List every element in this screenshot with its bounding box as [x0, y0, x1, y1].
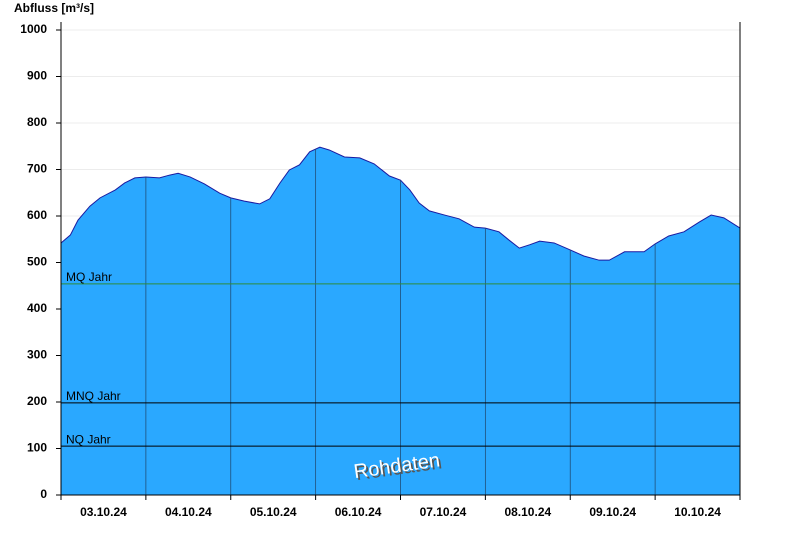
x-tick-label: 03.10.24	[80, 505, 127, 519]
reference-label: NQ Jahr	[66, 432, 111, 446]
y-tick-label: 1000	[20, 22, 47, 36]
y-tick-label: 700	[27, 162, 47, 176]
x-tick-label: 06.10.24	[335, 505, 382, 519]
area-line	[60, 146, 741, 261]
y-tick-label: 100	[27, 441, 47, 455]
reference-label: MQ Jahr	[66, 270, 112, 284]
reference-label: MNQ Jahr	[66, 389, 121, 403]
y-axis-title: Abfluss [m³/s]	[14, 1, 94, 15]
y-tick-label: 500	[27, 255, 47, 269]
x-tick-label: 09.10.24	[589, 505, 636, 519]
y-tick-label: 0	[40, 487, 47, 501]
y-tick-label: 600	[27, 208, 47, 222]
x-tick-label: 07.10.24	[420, 505, 467, 519]
y-tick-label: 900	[27, 69, 47, 83]
y-tick-label: 300	[27, 348, 47, 362]
y-tick-label: 800	[27, 115, 47, 129]
y-tick-label: 200	[27, 394, 47, 408]
x-tick-label: 04.10.24	[165, 505, 212, 519]
x-tick-label: 10.10.24	[674, 505, 721, 519]
x-tick-label: 08.10.24	[504, 505, 551, 519]
x-tick-label: 05.10.24	[250, 505, 297, 519]
y-tick-label: 400	[27, 301, 47, 315]
